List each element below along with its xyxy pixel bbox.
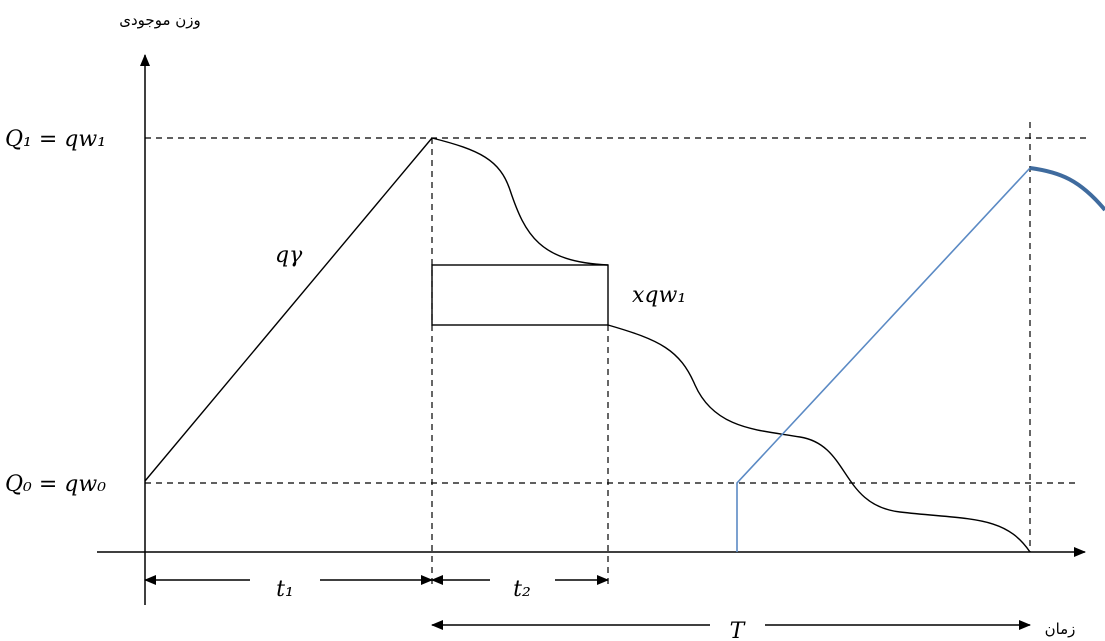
t2-label: t₂: [513, 577, 531, 602]
period-label: T: [730, 619, 747, 641]
depletion-curve: [608, 325, 1030, 552]
q1-label: Q₁ = qw₁: [5, 127, 106, 152]
removed-label: xqw₁: [632, 283, 686, 308]
q0-label: Q₀ = qw₀: [5, 472, 106, 497]
t1-label: t₁: [276, 577, 294, 602]
rate-label: qγ: [275, 243, 303, 268]
removal-box: [432, 265, 608, 325]
depletion-curve: [432, 138, 608, 265]
diagram: وزن موجودی زمان Q₁ = qw₁ Q₀ = qw₀ qγ xqw…: [0, 0, 1105, 641]
next-cycle-curve: [1030, 168, 1105, 210]
production-line: [145, 138, 432, 481]
x-axis-label: زمان: [1045, 620, 1076, 638]
next-cycle-line: [737, 168, 1030, 552]
y-axis-label: وزن موجودی: [119, 11, 201, 29]
